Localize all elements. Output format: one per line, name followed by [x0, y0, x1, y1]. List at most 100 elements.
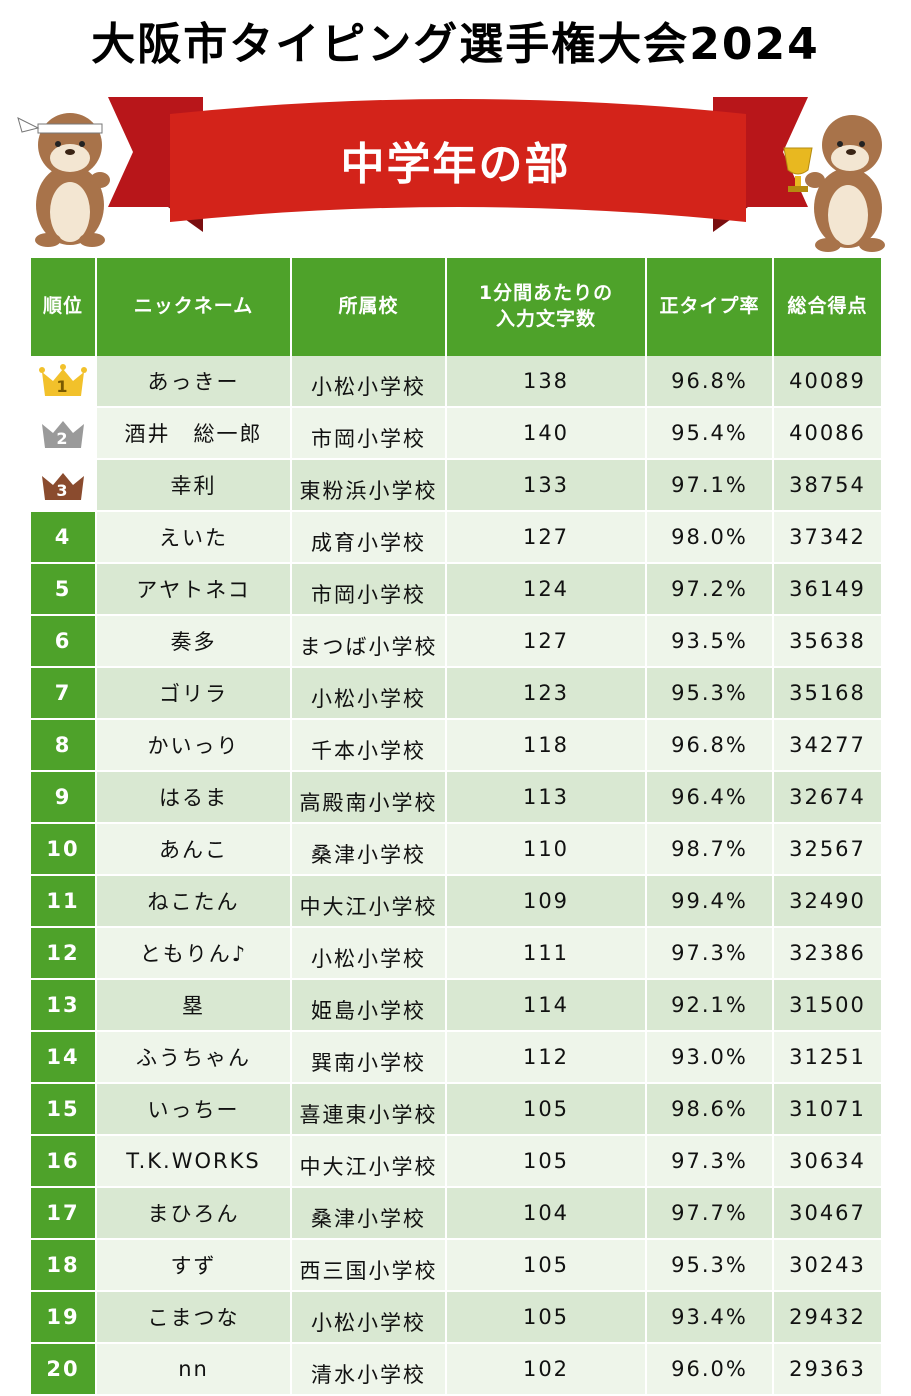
- chars-per-minute-cell: 110: [447, 824, 647, 876]
- score-cell: 35168: [774, 668, 881, 720]
- accuracy-cell: 98.6%: [647, 1084, 774, 1136]
- score-cell: 30634: [774, 1136, 881, 1188]
- school-cell: 喜連東小学校: [292, 1084, 447, 1136]
- accuracy-cell: 99.4%: [647, 876, 774, 928]
- school-cell: 清水小学校: [292, 1344, 447, 1396]
- nickname-cell: ふうちゃん: [97, 1032, 292, 1084]
- header-school: 所属校: [292, 258, 447, 356]
- chars-per-minute-cell: 127: [447, 616, 647, 668]
- ranking-table: 順位 ニックネーム 所属校 1分間あたりの 入力文字数 正タイプ率 総合得点 1…: [31, 258, 881, 1396]
- nickname-cell: あっきー: [97, 356, 292, 408]
- table-row: 6 奏多 まつば小学校 127 93.5% 35638: [31, 616, 881, 668]
- chars-per-minute-cell: 140: [447, 408, 647, 460]
- school-cell: 市岡小学校: [292, 564, 447, 616]
- accuracy-cell: 95.3%: [647, 1240, 774, 1292]
- score-cell: 30243: [774, 1240, 881, 1292]
- table-row: 4 えいた 成育小学校 127 98.0% 37342: [31, 512, 881, 564]
- nickname-cell: ねこたん: [97, 876, 292, 928]
- table-row: 18 すず 西三国小学校 105 95.3% 30243: [31, 1240, 881, 1292]
- header-chars-line1: 1分間あたりの: [478, 282, 614, 305]
- accuracy-cell: 95.3%: [647, 668, 774, 720]
- rank-number: 4: [31, 512, 97, 564]
- rank-number: 12: [31, 928, 97, 980]
- accuracy-cell: 95.4%: [647, 408, 774, 460]
- table-header-row: 順位 ニックネーム 所属校 1分間あたりの 入力文字数 正タイプ率 総合得点: [31, 258, 881, 356]
- score-cell: 32386: [774, 928, 881, 980]
- rank-crown-cell: 2: [31, 408, 97, 460]
- chars-per-minute-cell: 124: [447, 564, 647, 616]
- score-cell: 31500: [774, 980, 881, 1032]
- table-row: 17 まひろん 桑津小学校 104 97.7% 30467: [31, 1188, 881, 1240]
- score-cell: 29363: [774, 1344, 881, 1396]
- rank-number: 16: [31, 1136, 97, 1188]
- header-accuracy: 正タイプ率: [647, 258, 774, 356]
- accuracy-cell: 97.7%: [647, 1188, 774, 1240]
- chars-per-minute-cell: 114: [447, 980, 647, 1032]
- chars-per-minute-cell: 138: [447, 356, 647, 408]
- table-row: 3 幸利 東粉浜小学校 133 97.1% 38754: [31, 460, 881, 512]
- table-row: 15 いっちー 喜連東小学校 105 98.6% 31071: [31, 1084, 881, 1136]
- school-cell: 中大江小学校: [292, 876, 447, 928]
- table-row: 16 T.K.WORKS 中大江小学校 105 97.3% 30634: [31, 1136, 881, 1188]
- nickname-cell: ゴリラ: [97, 668, 292, 720]
- score-cell: 30467: [774, 1188, 881, 1240]
- score-cell: 32567: [774, 824, 881, 876]
- accuracy-cell: 96.0%: [647, 1344, 774, 1396]
- otter-mascot-headband-icon: [17, 113, 110, 247]
- chars-per-minute-cell: 105: [447, 1136, 647, 1188]
- ribbon-banner: [108, 97, 808, 232]
- score-cell: 36149: [774, 564, 881, 616]
- school-cell: 桑津小学校: [292, 1188, 447, 1240]
- rank-number: 6: [31, 616, 97, 668]
- rank-crown-cell: 3: [31, 460, 97, 512]
- table-row: 14 ふうちゃん 巽南小学校 112 93.0% 31251: [31, 1032, 881, 1084]
- nickname-cell: えいた: [97, 512, 292, 564]
- table-row: 20 nn 清水小学校 102 96.0% 29363: [31, 1344, 881, 1396]
- table-row: 7 ゴリラ 小松小学校 123 95.3% 35168: [31, 668, 881, 720]
- school-cell: 中大江小学校: [292, 1136, 447, 1188]
- nickname-cell: 幸利: [97, 460, 292, 512]
- nickname-cell: 塁: [97, 980, 292, 1032]
- school-cell: 千本小学校: [292, 720, 447, 772]
- school-cell: 小松小学校: [292, 1292, 447, 1344]
- division-label: 中学年の部: [340, 139, 571, 190]
- score-cell: 31251: [774, 1032, 881, 1084]
- page-title: 大阪市タイピング選手権大会2024: [91, 19, 820, 70]
- nickname-cell: 奏多: [97, 616, 292, 668]
- table-row: 19 こまつな 小松小学校 105 93.4% 29432: [31, 1292, 881, 1344]
- nickname-cell: はるま: [97, 772, 292, 824]
- table-row: 12 ともりん♪ 小松小学校 111 97.3% 32386: [31, 928, 881, 980]
- chars-per-minute-cell: 105: [447, 1084, 647, 1136]
- table-row: 1 あっきー 小松小学校 138 96.8% 40089: [31, 356, 881, 408]
- table-row: 8 かいっり 千本小学校 118 96.8% 34277: [31, 720, 881, 772]
- score-cell: 32490: [774, 876, 881, 928]
- accuracy-cell: 93.4%: [647, 1292, 774, 1344]
- accuracy-cell: 97.2%: [647, 564, 774, 616]
- header-chars-per-minute: 1分間あたりの 入力文字数: [447, 258, 647, 356]
- rank-number: 11: [31, 876, 97, 928]
- score-cell: 37342: [774, 512, 881, 564]
- chars-per-minute-cell: 105: [447, 1292, 647, 1344]
- school-cell: 成育小学校: [292, 512, 447, 564]
- nickname-cell: nn: [97, 1344, 292, 1396]
- rank-number: 10: [31, 824, 97, 876]
- nickname-cell: T.K.WORKS: [97, 1136, 292, 1188]
- school-cell: まつば小学校: [292, 616, 447, 668]
- accuracy-cell: 96.4%: [647, 772, 774, 824]
- school-cell: 西三国小学校: [292, 1240, 447, 1292]
- chars-per-minute-cell: 133: [447, 460, 647, 512]
- otter-mascot-trophy-icon: [783, 115, 885, 252]
- score-cell: 31071: [774, 1084, 881, 1136]
- header-nickname: ニックネーム: [97, 258, 292, 356]
- rank-number: 9: [31, 772, 97, 824]
- header-rank: 順位: [31, 258, 97, 356]
- nickname-cell: すず: [97, 1240, 292, 1292]
- table-row: 9 はるま 高殿南小学校 113 96.4% 32674: [31, 772, 881, 824]
- chars-per-minute-cell: 111: [447, 928, 647, 980]
- score-cell: 38754: [774, 460, 881, 512]
- nickname-cell: いっちー: [97, 1084, 292, 1136]
- bronze-crown-icon: 3: [42, 473, 84, 500]
- school-cell: 小松小学校: [292, 668, 447, 720]
- chars-per-minute-cell: 109: [447, 876, 647, 928]
- score-cell: 34277: [774, 720, 881, 772]
